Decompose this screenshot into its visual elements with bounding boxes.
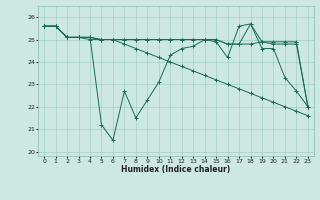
X-axis label: Humidex (Indice chaleur): Humidex (Indice chaleur): [121, 165, 231, 174]
